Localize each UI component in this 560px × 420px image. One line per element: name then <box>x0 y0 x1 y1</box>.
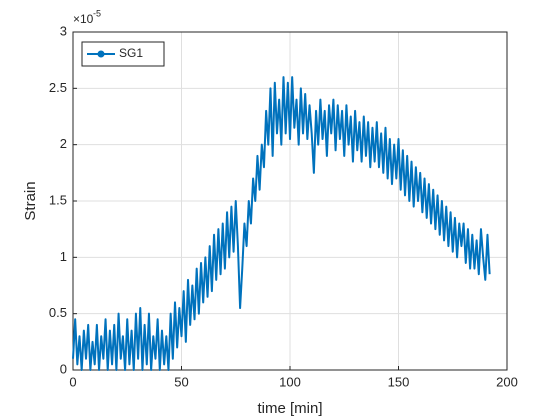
legend-label: SG1 <box>119 46 143 60</box>
legend-marker <box>97 50 105 58</box>
y-axis-label: Strain <box>22 181 39 220</box>
x-tick-label: 200 <box>496 374 518 389</box>
plot-frame <box>72 31 508 371</box>
y-tick-label: 2 <box>60 136 67 151</box>
x-tick-label: 100 <box>279 374 301 389</box>
x-tick-label: 150 <box>388 374 410 389</box>
y-multiplier-exponent: -5 <box>93 8 101 18</box>
x-tick-label: 0 <box>69 374 76 389</box>
y-tick-label: 1 <box>60 249 67 264</box>
y-tick-label: 2.5 <box>49 80 67 95</box>
y-tick-label: 0 <box>60 361 67 376</box>
y-tick-label: 3 <box>60 23 67 38</box>
y-tick-label: 1.5 <box>49 192 67 207</box>
x-tick-label: 50 <box>174 374 188 389</box>
data-line <box>72 76 491 371</box>
y-tick-label: 0.5 <box>49 305 67 320</box>
x-axis-label: time [min] <box>257 400 322 417</box>
y-multiplier-base: ×10 <box>73 12 94 26</box>
legend-box <box>81 41 165 67</box>
